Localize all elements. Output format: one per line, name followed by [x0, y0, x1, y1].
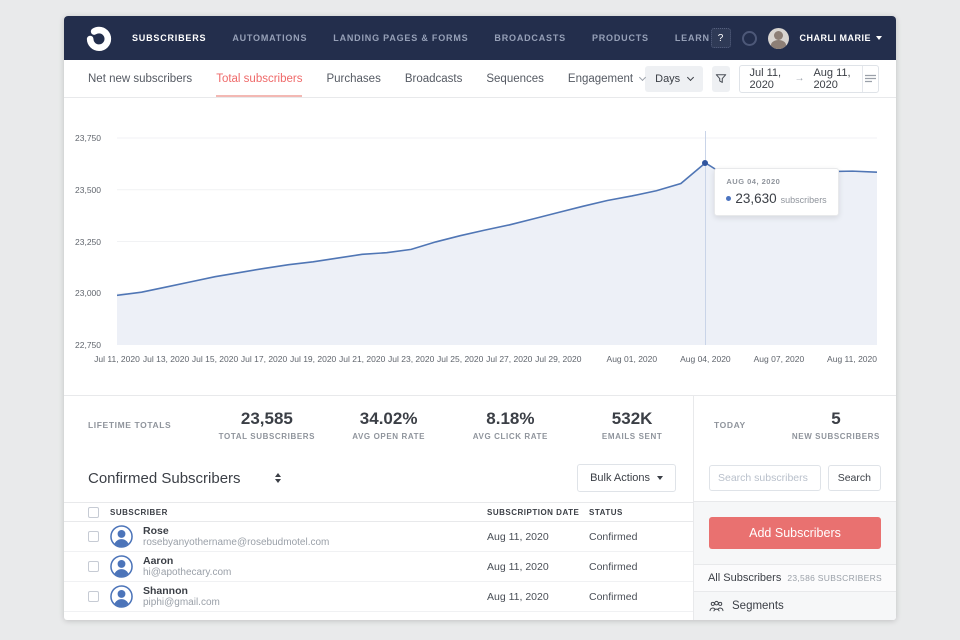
tooltip-unit: subscribers: [780, 194, 827, 205]
status-badge: Confirmed: [589, 560, 638, 573]
nav-item-landing-pages[interactable]: LANDING PAGES & FORMS: [333, 33, 469, 43]
funnel-icon: [716, 73, 727, 83]
subscribers-sidebar: Search Add Subscribers All Subscribers 2…: [693, 454, 896, 620]
table-row[interactable]: Shannon piphi@gmail.com Aug 11, 2020 Con…: [64, 582, 693, 612]
column-subscriber: SUBSCRIBER: [110, 507, 168, 517]
row-checkbox[interactable]: [88, 561, 99, 572]
all-subscribers-item[interactable]: All Subscribers 23,586 SUBSCRIBERS: [694, 565, 896, 592]
primary-nav: SUBSCRIBERS AUTOMATIONS LANDING PAGES & …: [132, 33, 710, 43]
chart-tooltip: AUG 04, 2020 23,630 subscribers: [714, 167, 839, 216]
top-nav: SUBSCRIBERS AUTOMATIONS LANDING PAGES & …: [64, 16, 896, 60]
table-row[interactable]: Aaron hi@apothecary.com Aug 11, 2020 Con…: [64, 552, 693, 582]
date-start-field[interactable]: Jul 11, 2020: [749, 66, 782, 91]
filter-button[interactable]: [712, 65, 731, 92]
lines-icon: [864, 74, 876, 83]
tab-sequences[interactable]: Sequences: [486, 72, 544, 85]
status-badge: Confirmed: [589, 590, 638, 603]
help-button[interactable]: ?: [710, 28, 731, 48]
app-window: SUBSCRIBERS AUTOMATIONS LANDING PAGES & …: [64, 16, 896, 620]
status-badge: Confirmed: [589, 530, 638, 543]
tab-broadcasts[interactable]: Broadcasts: [404, 72, 463, 85]
date-end-field[interactable]: Aug 11, 2020: [813, 66, 851, 91]
nav-item-broadcasts[interactable]: BROADCASTS: [494, 33, 566, 43]
section-title: Confirmed Subscribers: [88, 469, 241, 487]
tab-purchases[interactable]: Purchases: [326, 72, 381, 85]
add-subscribers-button[interactable]: Add Subscribers: [709, 517, 881, 549]
series-dot-icon: [726, 195, 732, 201]
period-dropdown[interactable]: Days: [645, 65, 704, 92]
column-subscription-date: SUBSCRIPTION DATE: [487, 507, 580, 517]
tab-net-new-subscribers[interactable]: Net new subscribers: [88, 72, 193, 85]
column-status: STATUS: [589, 507, 623, 517]
table-header: SUBSCRIBER SUBSCRIPTION DATE STATUS: [64, 502, 693, 522]
subscriber-avatar-icon: [110, 525, 133, 548]
subscriber-avatar-icon: [110, 555, 133, 578]
user-name-label: CHARLI MARIE: [799, 33, 871, 43]
area-chart: [117, 137, 877, 345]
select-all-checkbox[interactable]: [88, 506, 99, 518]
chart-crosshair: [705, 131, 707, 345]
nav-item-subscribers[interactable]: SUBSCRIBERS: [132, 33, 207, 43]
chevron-down-icon: [876, 36, 882, 40]
subscribers-panel: Confirmed Subscribers Bulk Actions SUBSC…: [64, 454, 693, 620]
sort-icon[interactable]: [274, 473, 281, 483]
chart-plot[interactable]: AUG 04, 2020 23,630 subscribers: [117, 131, 877, 345]
nav-item-products[interactable]: PRODUCTS: [591, 33, 649, 43]
stat-avg-click-rate: 8.18% AVG CLICK RATE: [472, 409, 548, 441]
row-checkbox[interactable]: [88, 531, 99, 542]
status-ring-icon: [741, 30, 757, 46]
chart-x-axis: Jul 11, 2020 Jul 13, 2020 Jul 15, 2020 Jul …: [94, 354, 877, 364]
row-checkbox[interactable]: [88, 591, 99, 602]
tab-engagement[interactable]: Engagement: [568, 60, 647, 97]
convertkit-logo-icon[interactable]: [84, 23, 114, 53]
date-options-button[interactable]: [861, 65, 878, 92]
lifetime-totals-label: LIFETIME TOTALS: [88, 420, 172, 430]
nav-item-learn[interactable]: LEARN: [674, 33, 710, 43]
all-subscribers-count: 23,586 SUBSCRIBERS: [787, 573, 883, 583]
tab-total-subscribers[interactable]: Total subscribers: [216, 60, 303, 97]
segments-people-icon: [709, 600, 724, 612]
chart-highlight-dot: [702, 159, 709, 166]
chevron-down-icon: [639, 73, 647, 81]
stat-new-subscribers: 5 NEW SUBSCRIBERS: [791, 409, 880, 441]
caret-down-icon: [657, 476, 663, 480]
chevron-down-icon: [687, 73, 695, 81]
nav-item-automations[interactable]: AUTOMATIONS: [232, 33, 308, 43]
stat-total-subscribers: 23,585 TOTAL SUBSCRIBERS: [218, 409, 316, 441]
stat-emails-sent: 532K EMAILS SENT: [601, 409, 663, 441]
search-input[interactable]: [709, 464, 821, 491]
range-arrow-icon: →: [794, 73, 805, 84]
subscribers-chart-section: 23,750 23,500 23,250 23,000 22,750 AUG 04, 2…: [64, 98, 896, 395]
report-toolbar: Net new subscribers Total subscribers Pu…: [64, 60, 896, 98]
tooltip-value: 23,630: [735, 190, 777, 206]
segments-item[interactable]: Segments: [694, 592, 896, 620]
stats-row: LIFETIME TOTALS 23,585 TOTAL SUBSCRIBERS…: [64, 395, 896, 454]
date-range-picker: Jul 11, 2020 → Aug 11, 2020: [739, 64, 879, 93]
subscriber-avatar-icon: [110, 585, 133, 608]
today-stats: TODAY 5 NEW SUBSCRIBERS: [693, 396, 896, 454]
chart-area: 23,750 23,500 23,250 23,000 22,750 AUG 04, 2…: [64, 98, 896, 368]
chart-y-axis: 23,750 23,500 23,250 23,000 22,750: [75, 133, 101, 350]
table-row[interactable]: Rose rosebyanyothername@rosebudmotel.com…: [64, 522, 693, 552]
user-avatar[interactable]: [767, 27, 789, 49]
stat-avg-open-rate: 34.02% AVG OPEN RATE: [352, 409, 426, 441]
user-menu[interactable]: CHARLI MARIE: [799, 33, 882, 43]
bulk-actions-button[interactable]: Bulk Actions: [577, 464, 676, 492]
today-label: TODAY: [714, 420, 746, 430]
search-button[interactable]: Search: [827, 464, 881, 491]
tooltip-date: AUG 04, 2020: [726, 176, 781, 186]
